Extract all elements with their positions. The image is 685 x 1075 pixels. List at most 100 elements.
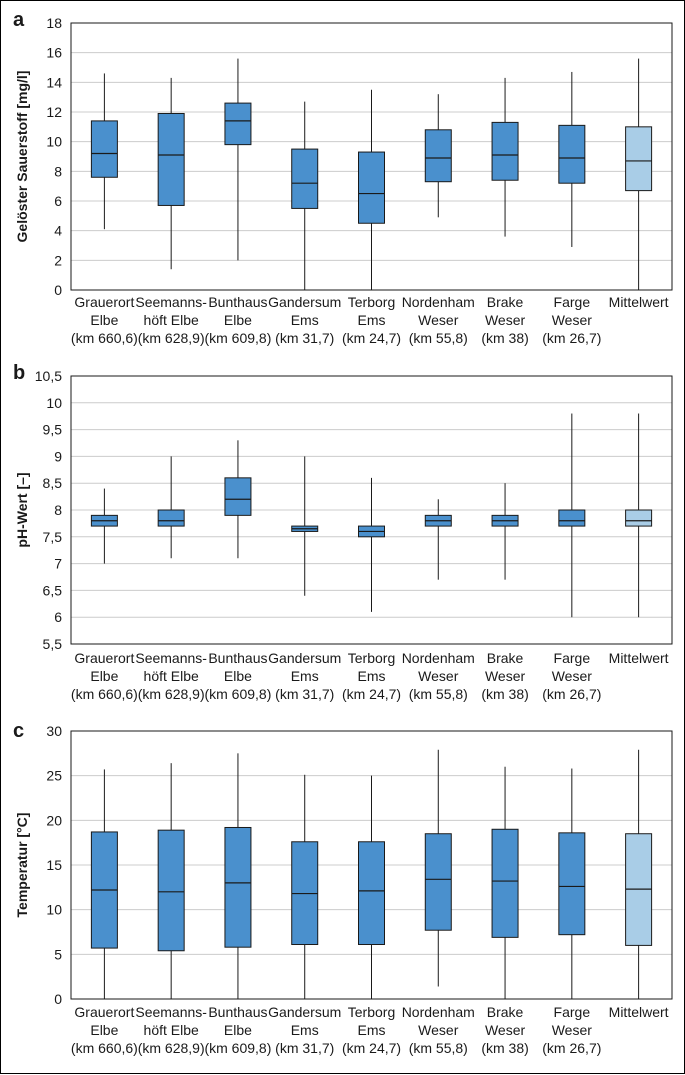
category-label: Ems — [291, 1022, 319, 1038]
y-tick-label: 6 — [54, 609, 62, 625]
panel-label: c — [13, 720, 24, 742]
category-label: (km 26,7) — [542, 1040, 601, 1056]
category-label: (km 55,8) — [409, 686, 468, 702]
y-tick-label: 9 — [54, 448, 62, 464]
category-label: Seemanns- — [135, 650, 207, 666]
category-label: Grauerort — [74, 1004, 134, 1020]
category-label: (km 609,8) — [204, 686, 271, 702]
category-label: Elbe — [224, 1022, 252, 1038]
category-label: Weser — [418, 668, 459, 684]
category-label: Brake — [487, 1004, 524, 1020]
category-label: Farge — [554, 1004, 591, 1020]
category-label: Grauerort — [74, 650, 134, 666]
y-tick-label: 10,5 — [35, 368, 62, 384]
category-label: Gandersum — [268, 1004, 341, 1020]
y-tick-label: 0 — [54, 282, 62, 298]
box — [291, 148, 319, 209]
category-label: Ems — [358, 312, 386, 328]
y-tick-label: 7,5 — [43, 529, 63, 545]
y-tick-label: 20 — [46, 812, 62, 828]
category-label: Grauerort — [74, 294, 134, 310]
y-tick-label: 12 — [46, 104, 62, 120]
box — [224, 477, 252, 516]
y-tick-label: 25 — [46, 768, 62, 784]
box — [157, 112, 185, 206]
category-label: Weser — [418, 1022, 459, 1038]
category-label: (km 38) — [481, 686, 528, 702]
category-label: Weser — [485, 312, 526, 328]
category-label: Brake — [487, 294, 524, 310]
y-tick-label: 2 — [54, 252, 62, 268]
category-label: Bunthaus — [208, 1004, 267, 1020]
box — [90, 120, 118, 178]
category-label: (km 660,6) — [71, 330, 138, 346]
category-label: Nordenham — [402, 650, 475, 666]
panel-label: a — [13, 9, 25, 31]
category-label: Mittelwert — [609, 650, 669, 666]
box — [625, 126, 653, 192]
box — [157, 829, 185, 952]
y-axis-label: Gelöster Sauerstoff [mg/l] — [14, 71, 30, 243]
y-tick-label: 6,5 — [43, 582, 63, 598]
category-label: (km 31,7) — [275, 330, 334, 346]
y-tick-label: 8 — [54, 163, 62, 179]
category-label: (km 31,7) — [275, 686, 334, 702]
category-label: Seemanns- — [135, 294, 207, 310]
category-label: (km 609,8) — [204, 330, 271, 346]
category-label: (km 24,7) — [342, 330, 401, 346]
category-label: höft Elbe — [144, 312, 199, 328]
category-label: Ems — [358, 668, 386, 684]
y-tick-label: 5,5 — [43, 636, 63, 652]
y-tick-label: 10 — [46, 134, 62, 150]
box — [358, 841, 385, 946]
category-label: Farge — [554, 650, 591, 666]
category-label: (km 24,7) — [342, 1040, 401, 1056]
category-label: Terborg — [348, 650, 395, 666]
panel-label: b — [13, 362, 25, 384]
category-label: Weser — [552, 312, 593, 328]
y-tick-label: 10 — [46, 902, 62, 918]
category-label: (km 55,8) — [409, 1040, 468, 1056]
category-label: (km 609,8) — [204, 1040, 271, 1056]
box — [558, 832, 586, 936]
category-label: (km 26,7) — [542, 330, 601, 346]
box — [157, 509, 185, 527]
category-label: Bunthaus — [208, 650, 267, 666]
box — [424, 129, 452, 183]
category-label: (km 55,8) — [409, 330, 468, 346]
category-label: (km 31,7) — [275, 1040, 334, 1056]
category-label: (km 628,9) — [138, 1040, 205, 1056]
box — [224, 826, 252, 948]
y-tick-label: 8,5 — [43, 475, 63, 491]
category-label: Elbe — [224, 312, 252, 328]
category-label: Gandersum — [268, 650, 341, 666]
category-label: Elbe — [90, 668, 118, 684]
category-label: Weser — [485, 1022, 526, 1038]
category-label: (km 26,7) — [542, 686, 601, 702]
category-label: Elbe — [90, 1022, 118, 1038]
category-label: höft Elbe — [144, 1022, 199, 1038]
category-label: Weser — [418, 312, 459, 328]
y-tick-label: 30 — [46, 723, 62, 739]
category-label: Ems — [358, 1022, 386, 1038]
category-label: Mittelwert — [609, 1004, 669, 1020]
category-label: (km 24,7) — [342, 686, 401, 702]
category-label: Bunthaus — [208, 294, 267, 310]
category-label: Mittelwert — [609, 294, 669, 310]
category-label: Terborg — [348, 1004, 395, 1020]
box — [491, 121, 519, 181]
category-label: Brake — [487, 650, 524, 666]
box — [424, 833, 452, 931]
box — [358, 151, 385, 224]
y-tick-label: 7 — [54, 556, 62, 572]
category-label: Seemanns- — [135, 1004, 207, 1020]
y-tick-label: 10 — [46, 395, 62, 411]
category-label: Ems — [291, 668, 319, 684]
category-label: Weser — [552, 668, 593, 684]
y-tick-label: 9,5 — [43, 422, 63, 438]
category-label: höft Elbe — [144, 668, 199, 684]
category-label: (km 628,9) — [138, 686, 205, 702]
category-label: Elbe — [224, 668, 252, 684]
